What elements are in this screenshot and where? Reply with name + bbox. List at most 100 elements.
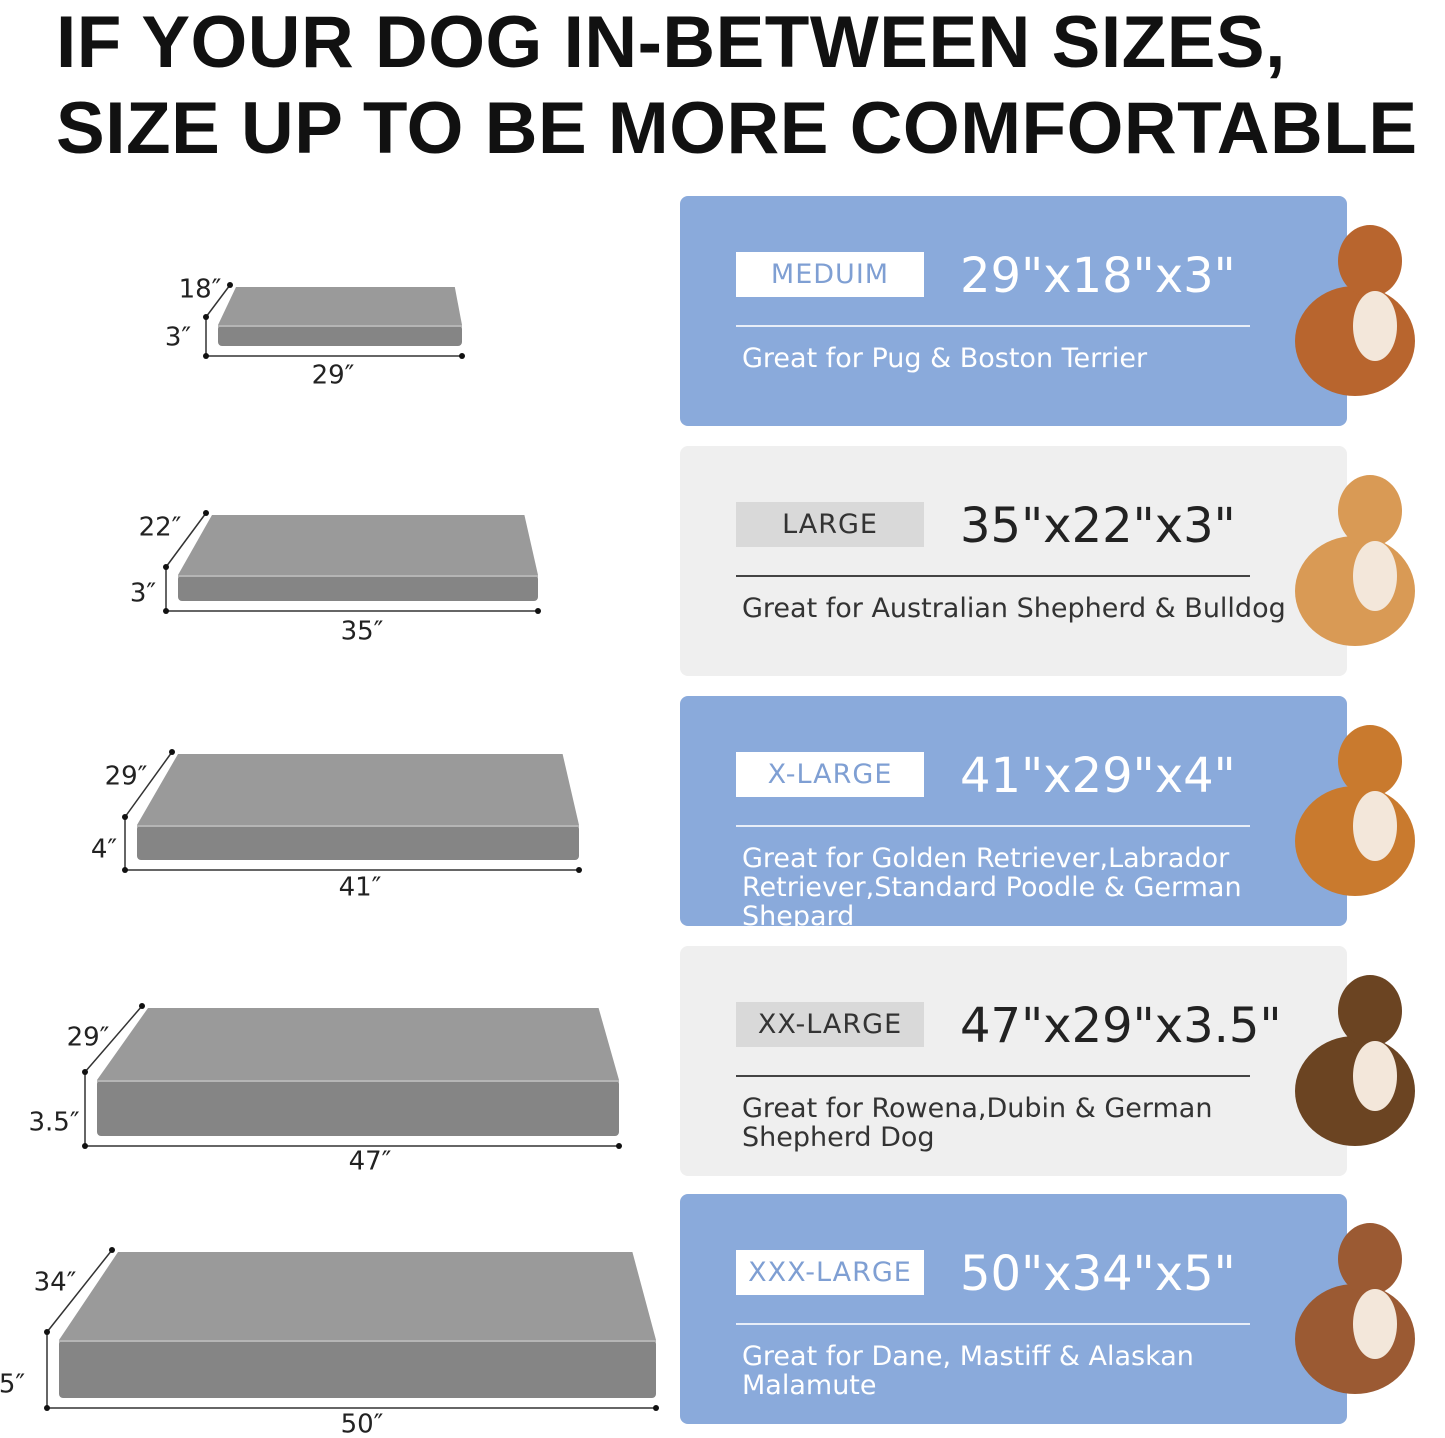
dog-chest bbox=[1353, 1289, 1397, 1359]
size-tag: LARGE bbox=[736, 502, 924, 547]
dog-body bbox=[1295, 786, 1415, 896]
size-tag: XXX-LARGE bbox=[736, 1250, 924, 1295]
dimensions: 50"x34"x5" bbox=[960, 1246, 1236, 1302]
bed-top bbox=[137, 754, 579, 825]
depth-label: 29″ bbox=[67, 1023, 110, 1053]
dimensions: 41"x29"x4" bbox=[960, 748, 1236, 804]
dog-illustration bbox=[1295, 475, 1415, 646]
description: Great for Golden Retriever,Labrador Retr… bbox=[742, 843, 1242, 932]
dim-dot bbox=[169, 749, 175, 755]
divider bbox=[736, 825, 1250, 827]
width-label: 35″ bbox=[341, 617, 384, 647]
divider bbox=[736, 1075, 1250, 1077]
bed-front bbox=[137, 825, 579, 860]
depth-label: 22″ bbox=[139, 513, 182, 543]
depth-label: 18″ bbox=[179, 275, 222, 305]
height-label: 5″ bbox=[0, 1370, 25, 1400]
description: Great for Dane, Mastiff & Alaskan Malamu… bbox=[742, 1341, 1194, 1401]
dim-dot bbox=[44, 1329, 50, 1335]
dog-head bbox=[1338, 225, 1402, 297]
dog-illustration bbox=[1295, 225, 1415, 396]
dim-line bbox=[46, 1249, 113, 1333]
dimensions: 29"x18"x3" bbox=[960, 248, 1236, 304]
dog-illustration bbox=[1295, 1223, 1415, 1394]
dim-dot bbox=[163, 608, 169, 614]
dimensions: 47"x29"x3.5" bbox=[960, 998, 1282, 1054]
width-label: 41″ bbox=[339, 873, 382, 903]
depth-label: 29″ bbox=[105, 762, 148, 792]
dim-dot bbox=[122, 814, 128, 820]
dim-dot bbox=[122, 867, 128, 873]
dim-dot bbox=[535, 608, 541, 614]
title-line: IF YOUR DOG IN-BETWEEN SIZES, bbox=[56, 2, 1286, 83]
bed-front bbox=[218, 325, 462, 346]
title-line: SIZE UP TO BE MORE COMFORTABLE bbox=[56, 88, 1418, 169]
dog-body bbox=[1295, 1036, 1415, 1146]
bed-top bbox=[97, 1008, 619, 1080]
width-label: 47″ bbox=[349, 1147, 392, 1177]
bed-front bbox=[97, 1080, 619, 1136]
dog-head bbox=[1338, 975, 1402, 1047]
bed-top bbox=[218, 287, 462, 325]
height-label: 3″ bbox=[130, 579, 157, 609]
dim-line bbox=[205, 284, 231, 318]
dog-head bbox=[1338, 1223, 1402, 1295]
dog-head bbox=[1338, 725, 1402, 797]
dim-dot bbox=[576, 867, 582, 873]
description: Great for Pug & Boston Terrier bbox=[742, 343, 1148, 374]
dog-chest bbox=[1353, 291, 1397, 361]
width-label: 29″ bbox=[312, 361, 355, 391]
dim-dot bbox=[227, 282, 233, 288]
dim-dot bbox=[616, 1143, 622, 1149]
dim-line bbox=[165, 512, 207, 568]
bed-illustrations: 18″ 3″ 29″ 22″ 3″ 35″ 29″ 4″ 41″ 29″ 3.5″ 47″ 34″ 5″ 5… bbox=[0, 275, 659, 1438]
dim-dot bbox=[44, 1405, 50, 1411]
dog-chest bbox=[1353, 791, 1397, 861]
dim-dot bbox=[109, 1247, 115, 1253]
dog-illustration bbox=[1295, 975, 1415, 1146]
dog-body bbox=[1295, 286, 1415, 396]
size-tag: XX-LARGE bbox=[736, 1002, 924, 1047]
dimensions: 35"x22"x3" bbox=[960, 498, 1236, 554]
dog-illustration bbox=[1295, 725, 1415, 896]
dog-body bbox=[1295, 1284, 1415, 1394]
dim-dot bbox=[163, 564, 169, 570]
dim-dot bbox=[203, 314, 209, 320]
size-tag: MEDUIM bbox=[736, 252, 924, 297]
height-label: 4″ bbox=[91, 835, 118, 865]
size-card: XX-LARGE 47"x29"x3.5" Great for Rowena,Dub… bbox=[680, 946, 1347, 1176]
height-label: 3″ bbox=[165, 323, 192, 353]
bed-top bbox=[59, 1252, 656, 1340]
size-card: LARGE 35"x22"x3" Great for Australian Shep… bbox=[680, 446, 1347, 676]
dim-dot bbox=[459, 353, 465, 359]
dim-dot bbox=[82, 1069, 88, 1075]
divider bbox=[736, 325, 1250, 327]
divider bbox=[736, 1323, 1250, 1325]
title: IF YOUR DOG IN-BETWEEN SIZES, SIZE UP TO… bbox=[56, 0, 1418, 172]
dim-dot bbox=[203, 510, 209, 516]
size-tag: X-LARGE bbox=[736, 752, 924, 797]
dog-head bbox=[1338, 475, 1402, 547]
size-card: XXX-LARGE 50"x34"x5" Great for Dane, Masti… bbox=[680, 1194, 1347, 1424]
size-card: MEDUIM 29"x18"x3" Great for Pug & Boston T… bbox=[680, 196, 1347, 426]
dog-body bbox=[1295, 536, 1415, 646]
dim-dot bbox=[203, 353, 209, 359]
depth-label: 34″ bbox=[34, 1268, 77, 1298]
bed-top bbox=[178, 515, 538, 575]
description: Great for Australian Shepherd & Bulldog bbox=[742, 593, 1286, 624]
dim-line bbox=[84, 1005, 143, 1073]
dim-dot bbox=[82, 1143, 88, 1149]
bed-front bbox=[178, 575, 538, 601]
dog-chest bbox=[1353, 541, 1397, 611]
bed-front bbox=[59, 1340, 656, 1398]
size-card: X-LARGE 41"x29"x4" Great for Golden Retrie… bbox=[680, 696, 1347, 931]
dim-dot bbox=[139, 1003, 145, 1009]
description: Great for Rowena,Dubin & German Shepherd… bbox=[742, 1093, 1213, 1153]
divider bbox=[736, 575, 1250, 577]
dim-dot bbox=[653, 1405, 659, 1411]
dog-chest bbox=[1353, 1041, 1397, 1111]
width-label: 50″ bbox=[341, 1410, 384, 1438]
dim-line bbox=[124, 751, 173, 818]
height-label: 3.5″ bbox=[28, 1108, 79, 1138]
